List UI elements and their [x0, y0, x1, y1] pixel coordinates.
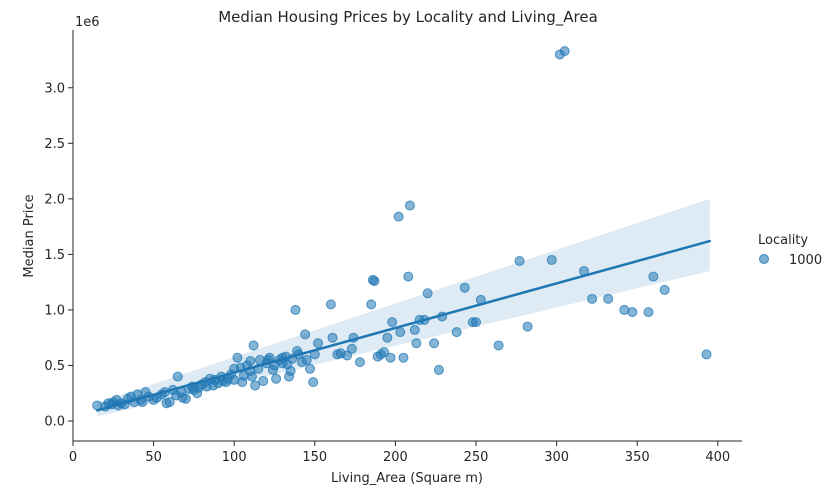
scatter-point: [232, 352, 243, 363]
x-tick-label: 400: [705, 450, 730, 465]
scatter-point: [643, 307, 654, 318]
scatter-point: [403, 271, 414, 282]
x-tick-label: 300: [544, 450, 569, 465]
x-tick-label: 250: [464, 450, 489, 465]
scatter-point: [304, 363, 315, 374]
scatter-point: [379, 347, 390, 358]
y-tick-label: 0.5: [44, 359, 65, 374]
scatter-point: [285, 366, 296, 377]
scatter-point: [366, 299, 377, 310]
y-tick-label: 0.0: [44, 415, 65, 430]
scatter-point: [245, 356, 256, 367]
scatter-point: [180, 393, 191, 404]
scatter-point: [627, 307, 638, 318]
scatter-point: [429, 338, 440, 349]
scatter-point: [382, 332, 393, 343]
y-tick-label: 3.0: [44, 81, 65, 96]
scatter-point: [559, 46, 570, 57]
scatter-point: [701, 349, 712, 360]
scatter-point: [522, 321, 533, 332]
legend: Locality 1000: [758, 233, 822, 268]
x-axis-ticks: 0 50 100 150 200 250 300 350 400: [69, 441, 730, 465]
x-axis-label: Living_Area (Square m): [331, 471, 483, 486]
scatter-points-layer: [92, 46, 712, 412]
scatter-point: [659, 284, 670, 295]
scatter-point: [493, 340, 504, 351]
scatter-point: [385, 352, 396, 363]
scatter-point: [346, 343, 357, 354]
scatter-point: [471, 317, 482, 328]
scatter-point: [395, 327, 406, 338]
scatter-point: [258, 376, 269, 387]
scatter-point: [354, 357, 365, 368]
regression-line: [95, 239, 712, 412]
y-tick-label: 2.5: [44, 137, 65, 152]
scatter-point: [246, 371, 257, 382]
x-tick-label: 0: [69, 450, 77, 465]
scatter-point: [433, 364, 444, 375]
scatter-point: [603, 293, 614, 304]
scatter-point: [393, 211, 404, 222]
legend-title: Locality: [758, 233, 808, 248]
y-axis-label: Median Price: [22, 194, 37, 277]
scatter-point: [271, 373, 282, 384]
scatter-point: [648, 271, 659, 282]
scatter-point: [300, 329, 311, 340]
scatter-point: [342, 350, 353, 361]
regression-line-layer: [95, 239, 712, 412]
scatter-point: [411, 338, 422, 349]
scatter-point: [514, 256, 525, 267]
y-offset-label: 1e6: [75, 15, 100, 30]
scatter-point: [250, 380, 261, 391]
scatter-point: [451, 327, 462, 338]
scatter-point: [398, 352, 409, 363]
scatter-point: [369, 276, 380, 287]
legend-marker: [759, 254, 769, 264]
scatter-point: [164, 397, 175, 408]
x-tick-label: 200: [383, 450, 408, 465]
y-tick-label: 1.5: [44, 248, 65, 263]
scatter-point: [172, 371, 183, 382]
scatter-point: [459, 282, 470, 293]
scatter-point: [327, 332, 338, 343]
legend-label: 1000: [789, 253, 822, 268]
scatter-point: [325, 299, 336, 310]
y-axis-ticks: 0.0 0.5 1.0 1.5 2.0 2.5 3.0: [44, 81, 73, 430]
scatter-point: [409, 324, 420, 335]
scatter-point: [301, 354, 312, 365]
scatter-point: [387, 317, 398, 328]
scatter-point: [422, 288, 433, 299]
scatter-point: [404, 200, 415, 211]
chart-title: Median Housing Prices by Locality and Li…: [218, 8, 598, 27]
scatter-point: [248, 340, 259, 351]
x-tick-label: 50: [145, 450, 162, 465]
x-tick-label: 100: [222, 450, 247, 465]
x-tick-label: 350: [625, 450, 650, 465]
scatter-point: [308, 377, 319, 388]
scatter-point: [587, 293, 598, 304]
scatter-point: [290, 304, 301, 315]
scatter-point: [546, 254, 557, 265]
y-tick-label: 2.0: [44, 192, 65, 207]
scatter-point: [313, 338, 324, 349]
y-tick-label: 1.0: [44, 303, 65, 318]
x-tick-label: 150: [302, 450, 327, 465]
